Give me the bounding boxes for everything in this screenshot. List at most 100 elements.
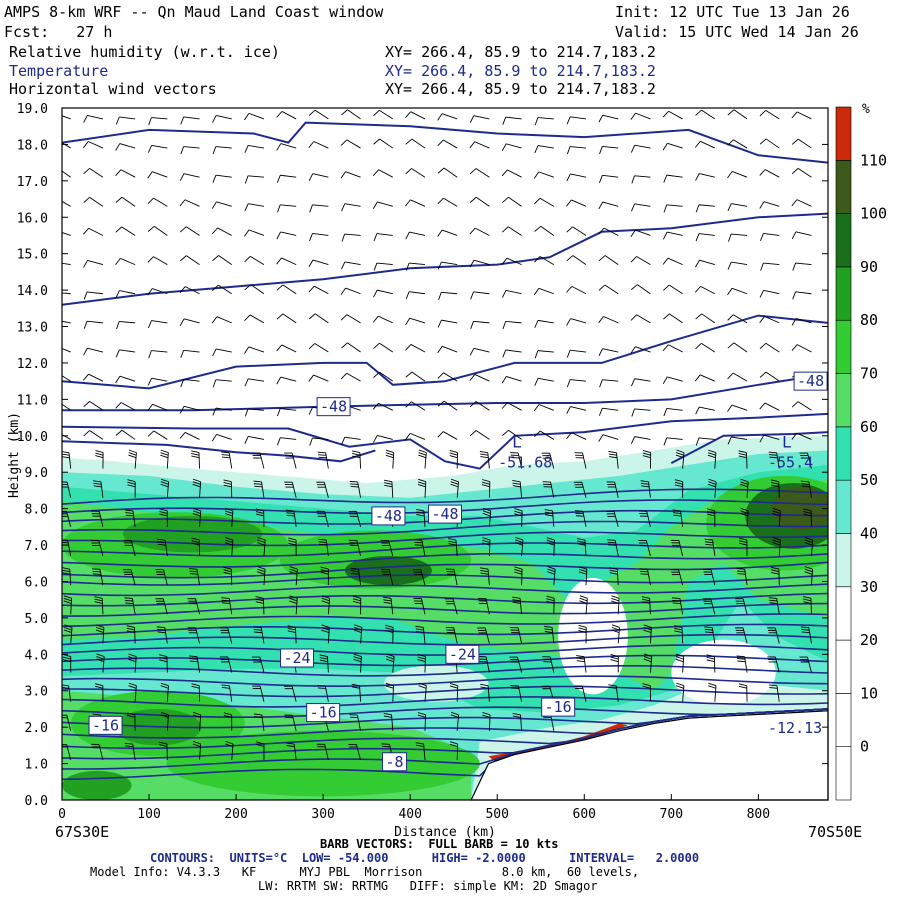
wind-barb-feather [470, 321, 474, 329]
wind-barb-feather [674, 484, 683, 488]
wind-barb [216, 114, 232, 120]
wind-barb [742, 627, 748, 644]
wind-barb-feather [740, 483, 748, 488]
wind-barb-feather [352, 598, 361, 602]
wind-barb [456, 685, 459, 702]
wind-barb-feather [179, 432, 186, 439]
wind-barb-feather [631, 203, 636, 212]
wind-barb-feather [643, 656, 652, 660]
wind-barb-feather [437, 372, 444, 379]
temp-contour-upper [62, 121, 828, 164]
wind-barb [409, 291, 426, 295]
colorbar-segment [835, 746, 852, 801]
colorbar-segment [835, 106, 852, 161]
wind-barb [808, 481, 812, 498]
wind-barb-feather [405, 231, 410, 240]
wind-barb-feather [125, 512, 134, 514]
wind-barb [443, 372, 458, 382]
wind-barb-feather [253, 483, 262, 485]
wind-barb [62, 115, 71, 120]
wind-barb [452, 598, 458, 615]
wind-barb [700, 285, 716, 295]
wind-barb-feather [308, 173, 314, 182]
y-tick-label: 19.0 [17, 102, 48, 117]
wind-barb-feather [128, 454, 137, 459]
wind-barb-feather [64, 624, 73, 628]
wind-barb-feather [566, 173, 571, 182]
wind-barb [199, 510, 202, 527]
wind-barb [196, 656, 200, 673]
wind-barb [151, 377, 168, 382]
wind-barb [474, 141, 490, 149]
wind-barb [614, 482, 619, 498]
wind-barb [62, 292, 71, 295]
wind-barb-feather [708, 682, 717, 687]
wind-barb-feather [352, 455, 361, 459]
wind-barb [227, 656, 233, 673]
wind-barb [678, 569, 684, 586]
wind-barb-feather [772, 507, 781, 512]
wind-barb-feather [319, 657, 328, 660]
wind-barb-feather [256, 571, 265, 575]
wind-barb [570, 146, 587, 149]
wind-barb [488, 714, 491, 731]
wind-barb-feather [609, 569, 618, 573]
wind-barb [152, 171, 168, 178]
wind-barb-feather [771, 569, 780, 573]
wind-barb [98, 540, 104, 557]
wind-barb-feather [695, 437, 700, 446]
temp-contour-lower [62, 592, 828, 607]
wind-barb-feather [769, 454, 778, 456]
wind-barb-feather [287, 625, 296, 628]
y-tick-label: 13.0 [17, 321, 48, 336]
wind-barb [120, 402, 136, 411]
wind-barb [488, 510, 492, 527]
wind-barb [378, 169, 393, 178]
wind-barb-feather [276, 376, 282, 385]
wind-barb [710, 598, 716, 615]
wind-barb-feather [244, 378, 249, 387]
wind-barb [615, 685, 619, 702]
wind-barb-feather [160, 711, 169, 716]
wind-barb [475, 168, 490, 178]
wind-barb [485, 598, 490, 615]
temp-contour-lower [62, 561, 828, 579]
temp-contour-upper [62, 372, 828, 412]
wind-barb [473, 347, 490, 353]
wind-barb [424, 685, 427, 702]
wind-barb-feather [672, 509, 681, 512]
wind-barb [571, 286, 587, 295]
wind-barb [519, 481, 523, 498]
wind-barb [776, 598, 780, 615]
wind-barb [668, 344, 683, 353]
wind-barb [166, 714, 169, 731]
wind-barb [669, 313, 683, 324]
wind-barb-feather [52, 320, 55, 327]
wind-barb-feather [642, 452, 651, 456]
wind-barb-feather [482, 537, 491, 541]
wind-barb-feather [804, 539, 813, 544]
wind-barb-feather [671, 597, 680, 599]
wind-barb [102, 627, 105, 644]
wind-barb [295, 598, 298, 615]
wind-barb-feather [257, 568, 266, 573]
y-tick-label: 11.0 [17, 393, 48, 408]
wind-barb-feather [501, 402, 508, 409]
wind-barb [506, 143, 522, 149]
wind-barb [733, 342, 748, 353]
wind-barb [582, 452, 587, 469]
wind-barb-feather [277, 204, 281, 213]
wind-barb-feather [192, 741, 201, 745]
wind-barb-feather [221, 684, 230, 687]
wind-barb-feather [512, 482, 521, 485]
colorbar-segment [835, 639, 852, 694]
wind-barb-feather [156, 626, 165, 629]
forecast-hour: Fcst: 27 h [4, 23, 113, 41]
wind-barb [379, 371, 394, 382]
wind-barb [259, 452, 265, 469]
wind-barb-feather [225, 539, 233, 544]
wind-barb [66, 715, 72, 731]
wind-barb-feather [566, 199, 572, 207]
wind-barb-feather [212, 284, 219, 291]
wind-barb [537, 117, 554, 120]
